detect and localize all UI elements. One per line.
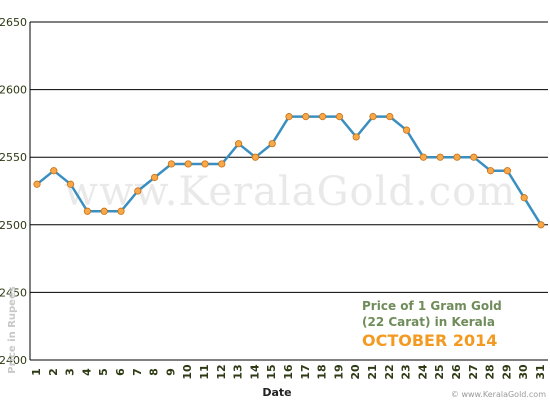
x-tick-label: 14 (248, 364, 261, 380)
data-point (184, 160, 192, 168)
data-point (285, 113, 293, 121)
data-point (419, 153, 427, 161)
data-point (67, 180, 75, 188)
data-point (201, 160, 209, 168)
data-point (100, 207, 108, 215)
data-point (453, 153, 461, 161)
x-tick-label: 31 (534, 364, 547, 379)
x-axis-label: Date (262, 386, 291, 399)
y-tick-label: 2500 (0, 219, 27, 232)
x-tick-label: 27 (467, 364, 480, 379)
x-tick-label: 23 (400, 364, 413, 379)
x-tick-label: 12 (215, 364, 228, 379)
data-point (251, 153, 259, 161)
data-point (83, 207, 92, 215)
x-tick-label: 5 (97, 368, 110, 376)
x-tick-label: 9 (164, 368, 177, 376)
x-tick-label: 8 (148, 368, 161, 376)
x-tick-label: 20 (349, 364, 362, 380)
x-tick-label: 28 (484, 364, 497, 379)
x-tick-label: 15 (265, 364, 278, 379)
data-point (167, 160, 175, 168)
y-tick-labels: 2400 2450 2500 2550 2600 2650 (0, 16, 27, 367)
y-tick-label: 2450 (0, 286, 27, 299)
x-tick-label: 1 (30, 368, 43, 376)
data-point (302, 113, 310, 121)
x-tick-label: 26 (450, 364, 463, 380)
data-point (436, 153, 444, 161)
chart-subtitle: (22 Carat) in Kerala (362, 315, 495, 329)
data-point (33, 180, 41, 188)
x-tick-label: 22 (383, 364, 396, 379)
x-tick-label: 11 (198, 364, 211, 379)
x-tick-label: 2 (47, 368, 60, 376)
x-tick-label: 4 (80, 368, 93, 376)
data-point (402, 126, 411, 134)
data-point (369, 113, 377, 121)
data-point (520, 194, 528, 202)
chart-period: OCTOBER 2014 (362, 331, 497, 350)
x-tick-label: 17 (299, 364, 312, 379)
gridlines (29, 21, 548, 361)
data-point (537, 221, 545, 229)
source-credit: © www.KeralaGold.com (451, 390, 546, 399)
data-point (50, 167, 58, 175)
y-tick-label: 2400 (0, 354, 27, 367)
x-tick-label: 10 (181, 364, 194, 380)
data-point (470, 153, 478, 161)
data-point (134, 187, 142, 195)
y-tick-label: 2600 (0, 84, 27, 97)
price-markers (33, 113, 545, 229)
data-point (352, 133, 360, 141)
data-point (486, 167, 495, 175)
x-tick-label: 16 (282, 364, 295, 380)
x-tick-label: 25 (433, 364, 446, 379)
chart-title: Price of 1 Gram Gold (362, 299, 502, 313)
data-point (151, 173, 159, 182)
x-tick-label: 24 (416, 364, 429, 380)
data-point (318, 113, 327, 121)
data-point (386, 113, 394, 121)
x-tick-labels: 1 2 3 4 5 6 7 8 9 10 11 12 13 14 15 16 17 18 19 20 21 22 23 24 2… (30, 364, 547, 380)
data-point (218, 160, 226, 168)
x-tick-label: 7 (131, 368, 144, 376)
y-tick-label: 2650 (0, 16, 27, 29)
x-tick-label: 21 (366, 364, 379, 379)
watermark: www.KeralaGold.com (64, 169, 516, 215)
x-tick-label: 18 (316, 364, 329, 379)
data-point (117, 207, 125, 215)
data-point (235, 140, 243, 148)
x-tick-label: 13 (232, 364, 245, 379)
x-tick-label: 6 (114, 368, 127, 376)
x-tick-label: 3 (64, 368, 77, 376)
y-axis-label: Price in Rupees (7, 286, 18, 373)
data-point (503, 167, 511, 175)
data-point (335, 113, 343, 121)
data-point (268, 140, 276, 148)
x-tick-label: 19 (332, 364, 345, 379)
x-tick-label: 30 (517, 364, 530, 380)
y-tick-label: 2550 (0, 151, 27, 164)
x-tick-label: 29 (500, 364, 513, 379)
